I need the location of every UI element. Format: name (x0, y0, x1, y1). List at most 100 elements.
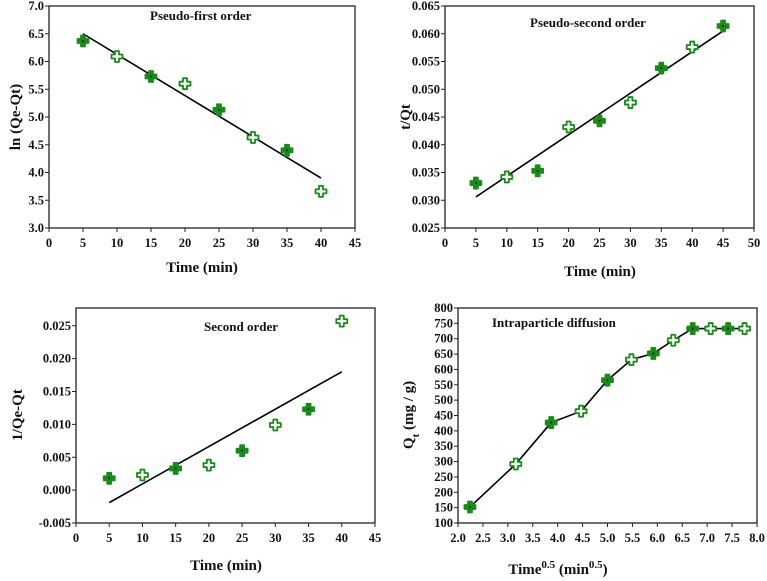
data-point (509, 457, 523, 471)
x-tick-label: 3.5 (525, 531, 541, 545)
y-tick-label: 250 (434, 470, 453, 484)
x-tick-label: 30 (247, 236, 260, 250)
x-tick-label: 7.5 (724, 531, 740, 545)
x-tick-label: 8.0 (749, 531, 765, 545)
superscript: 0.5 (541, 559, 555, 571)
data-point (574, 404, 588, 418)
y-tick-label: 7.0 (28, 0, 44, 13)
data-point (136, 468, 149, 482)
x-tick-label: 5 (473, 236, 479, 250)
y-tick-label: 0.050 (412, 82, 440, 96)
chart-panel-2: 0 5 10 15 20 25 30 35 40 45 50 0.025 0.030 0.035 0.040… (398, 0, 760, 280)
data-point (268, 418, 282, 432)
y-tick-label: 0.040 (412, 138, 440, 152)
cross-marker (500, 170, 514, 184)
data-point (716, 19, 730, 33)
x-axis-label-part: Time (508, 562, 541, 578)
data-point (246, 131, 260, 144)
y-tick-label: 3.5 (28, 193, 44, 207)
x-tick-label: 5.0 (600, 531, 616, 545)
marker-center-dot (598, 119, 601, 122)
data-point (654, 61, 668, 75)
y-tick-label: 0.030 (412, 193, 440, 207)
marker-center-dot (691, 327, 694, 330)
data-point (463, 500, 477, 514)
y-tick-label: 0.065 (412, 0, 440, 13)
marker-center-dot (727, 327, 729, 330)
y-tick-label: 0.020 (43, 352, 71, 366)
x-axis-label-part: (min (555, 562, 589, 578)
data-point (280, 143, 294, 157)
cross-marker (136, 468, 149, 482)
marker-center-dot (218, 108, 220, 111)
x-tick-label: 0 (73, 531, 79, 545)
marker-center-dot (475, 182, 477, 184)
plot-area-frame (75, 307, 376, 524)
x-tick-label: 20 (562, 236, 575, 250)
cross-marker (562, 120, 575, 134)
fit-line (108, 371, 343, 504)
data-point (110, 50, 124, 63)
x-tick-label: 6.5 (674, 531, 690, 545)
y-tick-label: 0.015 (43, 385, 71, 399)
x-tick-label: 50 (748, 236, 761, 250)
marker-center-dot (652, 352, 655, 355)
superscript: 0.5 (589, 559, 603, 571)
data-point (144, 70, 158, 83)
data-point (646, 347, 660, 360)
marker-center-dot (722, 25, 724, 27)
y-tick-label: 0.045 (412, 110, 440, 124)
cross-marker (314, 184, 328, 198)
x-tick-label: 35 (281, 236, 294, 250)
y-tick-label: 700 (434, 332, 453, 346)
x-axis-label-part: ) (603, 562, 608, 578)
y-axis-label-part: Q (401, 437, 417, 449)
y-axis-label: 1/Qe-Qt (10, 389, 26, 441)
data-point (624, 96, 637, 109)
x-tick-label: 5 (106, 531, 112, 545)
x-tick-label: 3.0 (500, 531, 516, 545)
data-point (202, 458, 216, 472)
y-tick-label: 0.005 (43, 450, 71, 464)
data-point (235, 444, 249, 458)
y-tick-label: 0.025 (412, 221, 440, 235)
y-tick-label: 0.055 (412, 55, 440, 69)
y-tick-label: 6.5 (28, 27, 44, 41)
y-tick-label: 750 (434, 316, 453, 330)
chart-title: Pseudo-first order (150, 8, 252, 23)
data-point (685, 40, 699, 54)
x-axis-label: Time (min) (190, 558, 262, 574)
y-axis-label: ln (Qe-Qt) (8, 84, 24, 150)
cross-marker (738, 322, 751, 335)
x-tick-label: 45 (717, 236, 730, 250)
data-point (721, 322, 735, 335)
chart-title: Intraparticle diffusion (492, 315, 617, 330)
y-axis-label: t/Qt (398, 104, 414, 130)
y-tick-label: 150 (434, 501, 453, 515)
data-point (531, 164, 545, 178)
x-tick-label: 5 (80, 236, 86, 250)
plot-area-frame (457, 307, 758, 524)
data-point (102, 471, 116, 485)
cross-marker (268, 418, 282, 432)
x-tick-label: 10 (501, 236, 514, 250)
x-tick-label: 15 (145, 236, 158, 250)
x-tick-label: 2.5 (475, 531, 491, 545)
fit-line (475, 30, 724, 198)
x-tick-label: 20 (179, 236, 192, 250)
x-tick-label: 0 (46, 236, 52, 250)
y-tick-label: 600 (434, 362, 453, 376)
data-point (469, 176, 483, 190)
subscript: t (410, 433, 422, 437)
data-point (686, 322, 700, 335)
chart-title: Second order (204, 319, 278, 334)
x-axis-label: Time (min) (166, 260, 238, 276)
marker-center-dot (606, 379, 609, 382)
chart-title: Pseudo-second order (530, 15, 646, 30)
y-tick-label: 0.000 (43, 483, 71, 497)
data-point (169, 462, 183, 475)
y-tick-label: 4.5 (28, 138, 44, 152)
x-tick-label: 25 (236, 531, 249, 545)
data-point (314, 184, 328, 198)
